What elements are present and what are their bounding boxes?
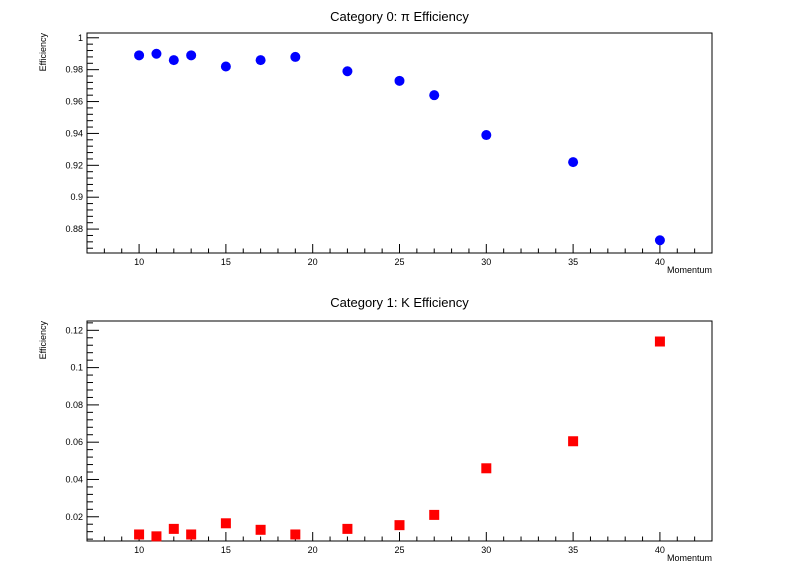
- data-point: [568, 157, 579, 168]
- x-tick-label: 20: [308, 257, 318, 267]
- data-point: [429, 509, 440, 520]
- x-tick-label: 30: [481, 257, 491, 267]
- y-tick-label: 0.08: [65, 400, 83, 410]
- y-tick-label: 0.1: [70, 363, 83, 373]
- y-tick-label: 0.88: [65, 224, 83, 234]
- y-tick-label: 0.96: [65, 97, 83, 107]
- data-point: [186, 529, 197, 540]
- x-tick-label: 30: [481, 545, 491, 555]
- x-axis-label: Momentum: [667, 265, 712, 275]
- data-point: [186, 50, 197, 61]
- data-point: [654, 336, 665, 347]
- data-point: [134, 50, 145, 61]
- y-tick-label: 0.06: [65, 437, 83, 447]
- data-point: [151, 531, 162, 542]
- data-point: [481, 130, 492, 141]
- data-point: [394, 75, 405, 86]
- x-tick-label: 25: [394, 257, 404, 267]
- plot-frame: [86, 32, 713, 254]
- y-tick-label: 0.04: [65, 474, 83, 484]
- plot-frame: [86, 320, 713, 542]
- data-point: [151, 48, 162, 59]
- x-tick-label: 20: [308, 545, 318, 555]
- chart-title: Category 1: K Efficiency: [330, 295, 469, 310]
- x-tick-label: 15: [221, 545, 231, 555]
- x-tick-label: 10: [134, 257, 144, 267]
- data-point: [255, 55, 266, 66]
- x-tick-label: 15: [221, 257, 231, 267]
- x-axis-label: Momentum: [667, 553, 712, 563]
- data-point: [429, 90, 440, 101]
- data-point: [168, 55, 179, 66]
- y-axis-label: Efficiency: [38, 33, 48, 72]
- data-point: [342, 66, 353, 77]
- x-tick-label: 35: [568, 545, 578, 555]
- x-tick-label: 40: [655, 257, 665, 267]
- y-tick-label: 0.12: [65, 325, 83, 335]
- chart-title: Category 0: π Efficiency: [330, 9, 469, 24]
- chart-panel-0: Category 0: π Efficiency Momentum Efficien…: [38, 9, 713, 275]
- x-tick-label: 25: [394, 545, 404, 555]
- y-tick-label: 0.9: [70, 192, 83, 202]
- y-tick-label: 0.92: [65, 160, 83, 170]
- y-axis-label: Efficiency: [38, 321, 48, 360]
- data-point: [654, 235, 665, 246]
- data-point: [290, 51, 301, 62]
- y-tick-label: 0.02: [65, 512, 83, 522]
- x-tick-label: 35: [568, 257, 578, 267]
- data-point: [342, 523, 353, 534]
- data-point: [134, 529, 145, 540]
- y-tick-label: 0.94: [65, 128, 83, 138]
- data-point: [290, 529, 301, 540]
- data-point: [220, 61, 231, 72]
- data-point: [168, 523, 179, 534]
- data-point: [568, 436, 579, 447]
- data-point: [394, 520, 405, 531]
- x-tick-label: 10: [134, 545, 144, 555]
- x-tick-label: 40: [655, 545, 665, 555]
- chart-panel-1: Category 1: K Efficiency Momentum Efficien…: [38, 295, 713, 563]
- y-tick-label: 0.98: [65, 65, 83, 75]
- data-point: [220, 518, 231, 529]
- y-tick-label: 1: [78, 33, 83, 43]
- data-point: [481, 463, 492, 474]
- data-point: [255, 524, 266, 535]
